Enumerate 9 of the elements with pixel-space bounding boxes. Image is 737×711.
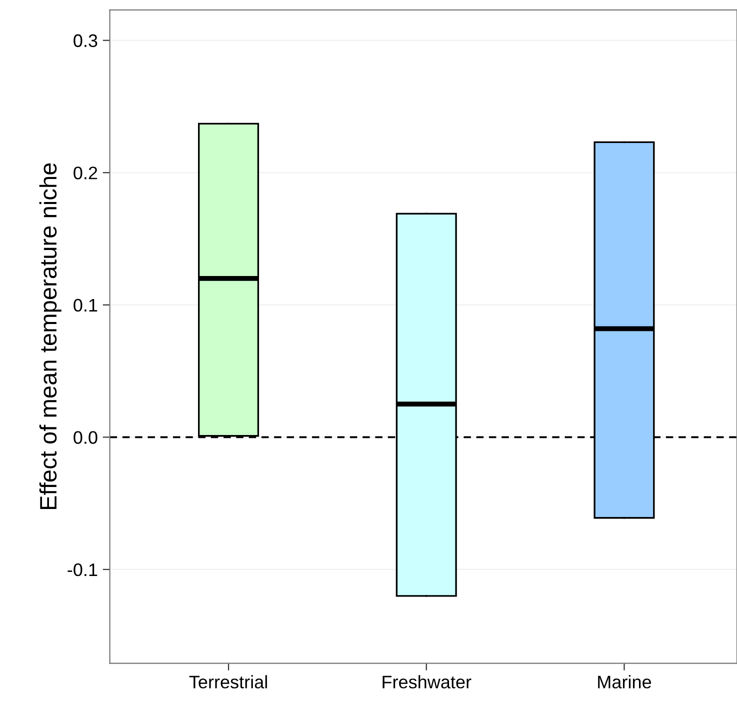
x-tick-label: Freshwater [382, 675, 472, 688]
y-axis-title: Effect of mean temperature niche [39, 163, 62, 510]
x-tick-label: Marine [598, 675, 652, 688]
y-tick-label: 0.3 [74, 34, 98, 48]
y-tick-label: -0.1 [68, 563, 98, 576]
x-tick-label: Terrestrial [189, 675, 267, 688]
y-tick-label: 0.0 [74, 431, 98, 444]
y-tick-label: 0.1 [74, 298, 98, 312]
y-tick-label: 0.2 [74, 166, 98, 180]
